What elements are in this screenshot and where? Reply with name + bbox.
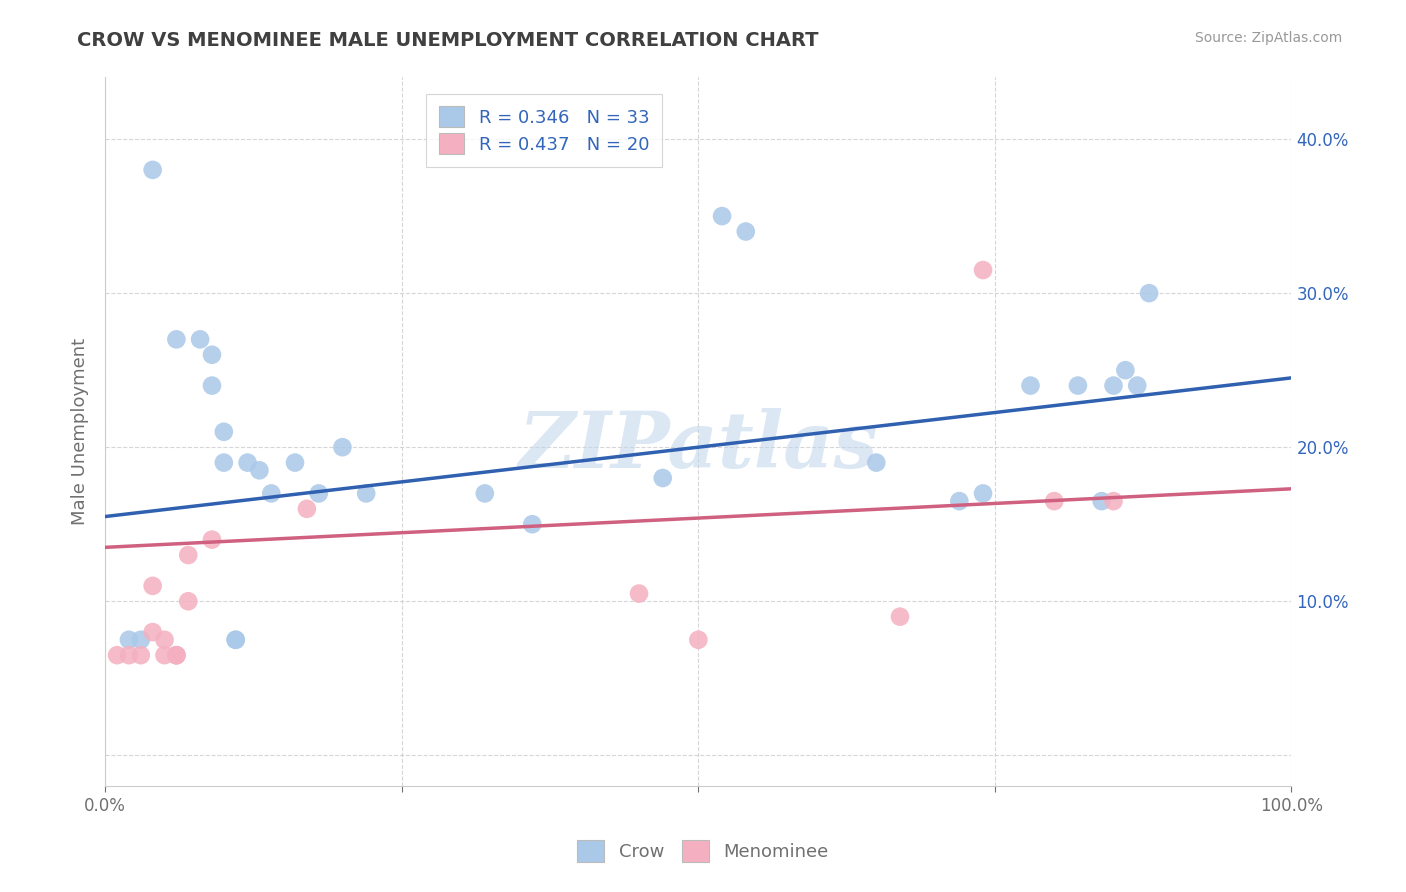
Point [972,263,994,277]
Point [165,648,187,663]
Point [972,486,994,500]
Point [118,648,141,663]
Point [627,586,650,600]
Text: Source: ZipAtlas.com: Source: ZipAtlas.com [1195,31,1343,45]
Point [295,501,318,516]
Point [201,378,224,392]
Point [1102,378,1125,392]
Point [332,440,354,454]
Point [1067,378,1090,392]
Point [165,332,187,346]
Point [354,486,377,500]
Text: ZIPatlas: ZIPatlas [519,408,877,484]
Point [129,648,152,663]
Legend: Crow, Menominee: Crow, Menominee [569,833,837,870]
Point [142,579,165,593]
Point [651,471,673,485]
Point [688,632,710,647]
Point [1137,286,1160,301]
Point [711,209,734,223]
Point [225,632,247,647]
Point [865,456,887,470]
Point [142,625,165,640]
Point [236,456,259,470]
Point [260,486,283,500]
Point [177,594,200,608]
Point [734,225,756,239]
Point [308,486,330,500]
Point [474,486,496,500]
Text: CROW VS MENOMINEE MALE UNEMPLOYMENT CORRELATION CHART: CROW VS MENOMINEE MALE UNEMPLOYMENT CORR… [77,31,818,50]
Point [212,425,235,439]
Point [165,648,187,663]
Point [153,632,176,647]
Point [201,533,224,547]
Point [153,648,176,663]
Point [1102,494,1125,508]
Point [212,456,235,470]
Point [1019,378,1042,392]
Point [249,463,271,477]
Point [177,548,200,562]
Point [118,632,141,647]
Point [1126,378,1149,392]
Point [188,332,211,346]
Point [225,632,247,647]
Point [201,348,224,362]
Point [142,162,165,177]
Point [1114,363,1136,377]
Legend: R = 0.346   N = 33, R = 0.437   N = 20: R = 0.346 N = 33, R = 0.437 N = 20 [426,94,662,167]
Point [284,456,307,470]
Y-axis label: Male Unemployment: Male Unemployment [72,338,89,525]
Point [1043,494,1066,508]
Point [522,517,544,532]
Point [948,494,970,508]
Point [105,648,128,663]
Point [129,632,152,647]
Point [165,648,187,663]
Point [1091,494,1114,508]
Point [889,609,911,624]
